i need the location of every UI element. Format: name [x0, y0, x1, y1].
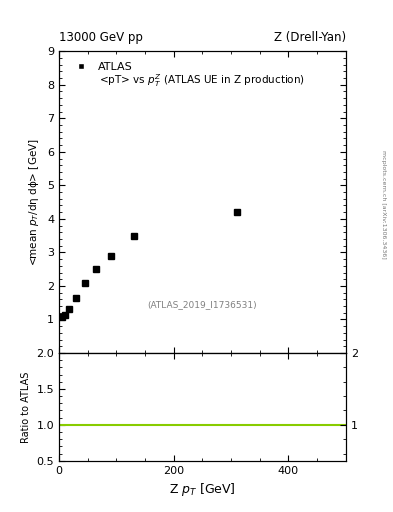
Line: ATLAS: ATLAS [58, 209, 240, 321]
Text: (ATLAS_2019_I1736531): (ATLAS_2019_I1736531) [148, 300, 257, 309]
Legend: ATLAS: ATLAS [64, 57, 138, 78]
Y-axis label: Ratio to ATLAS: Ratio to ATLAS [21, 371, 31, 442]
Text: 13000 GeV pp: 13000 GeV pp [59, 31, 143, 44]
ATLAS [131, 232, 136, 239]
X-axis label: Z $p_T$ [GeV]: Z $p_T$ [GeV] [169, 481, 236, 498]
ATLAS [83, 280, 87, 286]
ATLAS [94, 266, 99, 272]
Text: Z (Drell-Yan): Z (Drell-Yan) [274, 31, 346, 44]
Text: mcplots.cern.ch [arXiv:1306.3436]: mcplots.cern.ch [arXiv:1306.3436] [381, 151, 386, 259]
ATLAS [74, 294, 79, 301]
ATLAS [67, 306, 72, 312]
ATLAS [108, 253, 113, 259]
Text: <pT> vs $p_T^Z$ (ATLAS UE in Z production): <pT> vs $p_T^Z$ (ATLAS UE in Z productio… [99, 72, 305, 89]
ATLAS [235, 209, 239, 215]
ATLAS [59, 314, 64, 320]
ATLAS [62, 312, 67, 318]
Y-axis label: <mean $p_T$/dη dϕ> [GeV]: <mean $p_T$/dη dϕ> [GeV] [28, 138, 41, 266]
